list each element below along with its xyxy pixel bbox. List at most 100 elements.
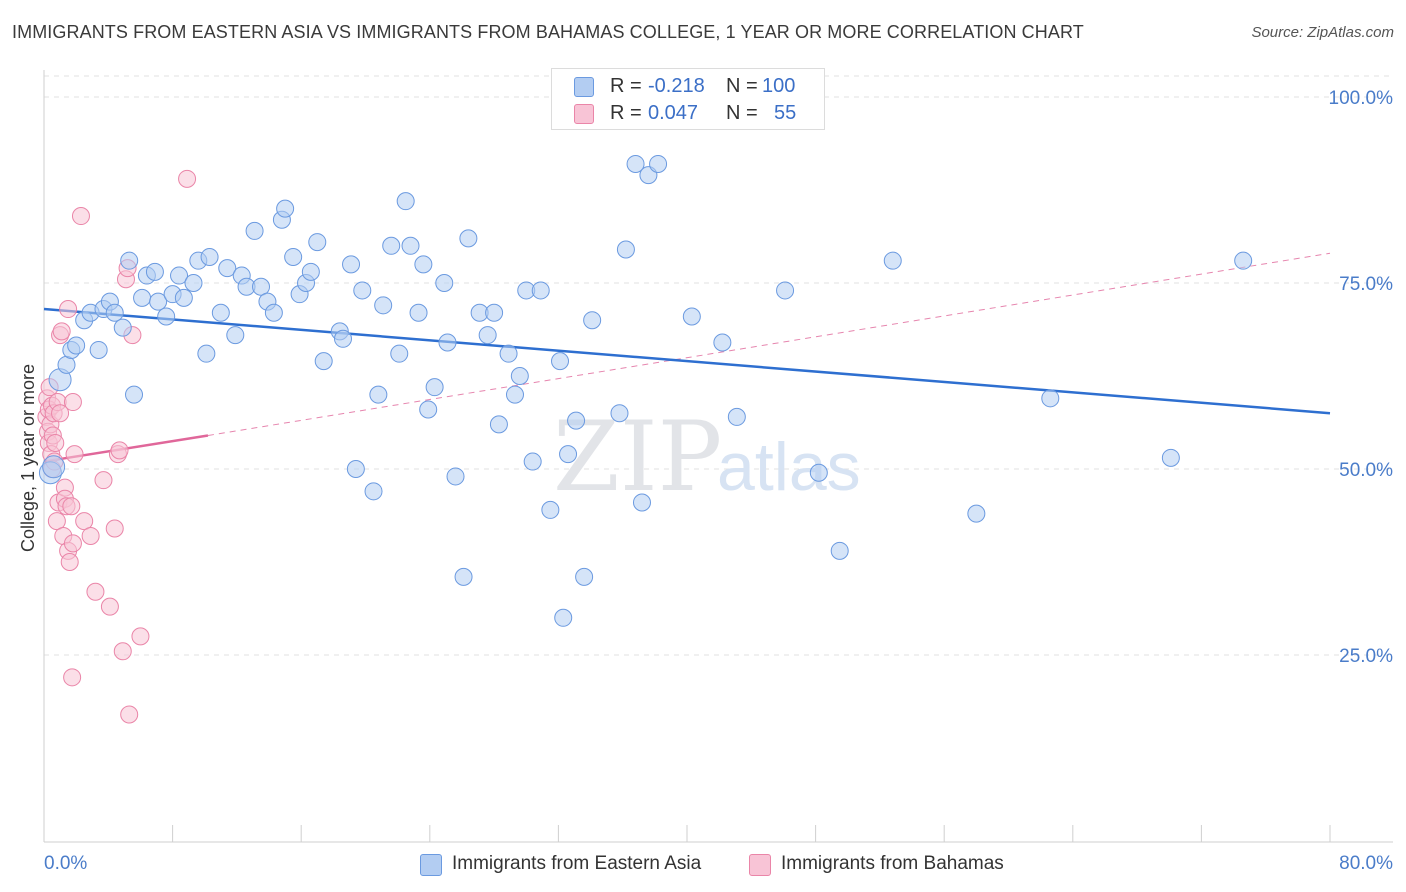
y-tick-labels: 25.0% 50.0% 75.0% 100.0% [1329, 88, 1394, 667]
series-eastern-asia-points [38, 154, 1253, 627]
point-eastern-asia [308, 233, 327, 252]
point-eastern-asia [382, 236, 401, 255]
point-bahamas [178, 169, 197, 188]
point-eastern-asia [559, 445, 578, 464]
point-eastern-asia [369, 385, 388, 404]
point-eastern-asia [89, 340, 108, 359]
point-eastern-asia [252, 277, 271, 296]
point-bahamas [81, 526, 100, 545]
point-eastern-asia [105, 303, 124, 322]
point-eastern-asia [264, 303, 283, 322]
point-eastern-asia [149, 292, 168, 311]
point-eastern-asia [1234, 251, 1253, 270]
point-eastern-asia [1041, 389, 1060, 408]
point-eastern-asia [531, 281, 550, 300]
y-axis-label: College, 1 year or more [18, 364, 38, 552]
point-eastern-asia [133, 288, 152, 307]
point-eastern-asia [446, 467, 465, 486]
point-eastern-asia [967, 504, 986, 523]
point-bahamas [65, 445, 84, 464]
point-eastern-asia [632, 493, 651, 512]
point-eastern-asia [554, 608, 573, 627]
y-tick-100: 100.0% [1329, 88, 1394, 109]
point-eastern-asia [197, 344, 216, 363]
point-bahamas [51, 404, 70, 423]
point-eastern-asia [314, 352, 333, 371]
point-bahamas [59, 300, 78, 319]
point-eastern-asia [170, 266, 189, 285]
point-eastern-asia [174, 288, 193, 307]
legend-label-eastern-asia: Immigrants from Eastern Asia [452, 853, 702, 874]
legend-r-value: 0.047 [648, 102, 699, 124]
point-eastern-asia [510, 367, 529, 385]
y-tick-25: 25.0% [1339, 646, 1393, 667]
point-eastern-asia [390, 344, 409, 363]
point-eastern-asia [438, 333, 457, 352]
point-eastern-asia [364, 482, 383, 501]
point-bahamas [105, 519, 124, 538]
point-eastern-asia [200, 247, 219, 266]
point-bahamas [63, 668, 82, 687]
legend-r-label: R = [610, 75, 642, 97]
legend-swatch-blue [574, 77, 594, 97]
point-eastern-asia [113, 318, 132, 337]
point-eastern-asia [1161, 448, 1180, 467]
point-eastern-asia [374, 296, 393, 315]
point-bahamas [63, 393, 82, 412]
point-bahamas [75, 512, 94, 531]
point-eastern-asia [57, 355, 76, 374]
point-bahamas [46, 433, 65, 452]
point-eastern-asia [682, 307, 701, 326]
point-eastern-asia [713, 333, 732, 352]
point-eastern-asia [776, 281, 795, 300]
source-label: Source: ZipAtlas.com [1251, 24, 1394, 41]
point-eastern-asia [478, 326, 497, 345]
point-eastern-asia [541, 500, 560, 519]
legend-swatch-eastern-asia [420, 854, 442, 876]
point-eastern-asia [245, 221, 264, 240]
point-bahamas [100, 597, 119, 616]
point-eastern-asia [809, 463, 828, 482]
trend-bahamas-dashed [207, 252, 1331, 437]
legend-n-value: 100 [762, 75, 796, 97]
point-eastern-asia [425, 378, 444, 397]
point-eastern-asia [276, 199, 295, 218]
legend-r-value: -0.218 [648, 75, 705, 97]
point-bahamas [52, 322, 71, 341]
point-bahamas [86, 582, 105, 601]
point-eastern-asia [489, 415, 508, 434]
legend-r-label: R = [610, 102, 642, 124]
point-bahamas [63, 534, 82, 553]
point-eastern-asia [211, 303, 230, 322]
point-bahamas [131, 627, 150, 646]
legend-swatch-pink [574, 104, 594, 124]
point-eastern-asia [419, 400, 438, 419]
y-tick-50: 50.0% [1339, 460, 1393, 481]
trend-eastern-asia [43, 307, 1331, 415]
point-eastern-asia [414, 255, 433, 274]
point-eastern-asia [505, 385, 524, 404]
point-eastern-asia [454, 567, 473, 586]
point-bahamas [47, 512, 66, 531]
point-eastern-asia [145, 262, 164, 281]
point-eastern-asia [459, 229, 478, 248]
x-tick-max: 80.0% [1339, 853, 1393, 874]
point-eastern-asia [485, 303, 504, 322]
point-eastern-asia [583, 311, 602, 330]
point-bahamas [94, 471, 113, 490]
point-eastern-asia [353, 281, 372, 300]
series-bahamas-points [37, 169, 197, 724]
point-eastern-asia [435, 274, 454, 292]
point-eastern-asia [157, 307, 176, 326]
point-eastern-asia [42, 455, 66, 479]
point-eastern-asia [67, 336, 86, 355]
point-eastern-asia [830, 541, 849, 560]
point-eastern-asia [551, 352, 570, 371]
point-eastern-asia [499, 344, 518, 363]
point-eastern-asia [575, 567, 594, 586]
point-eastern-asia [346, 460, 365, 478]
point-bahamas [60, 553, 79, 571]
point-bahamas [113, 642, 132, 661]
point-eastern-asia [626, 154, 645, 173]
